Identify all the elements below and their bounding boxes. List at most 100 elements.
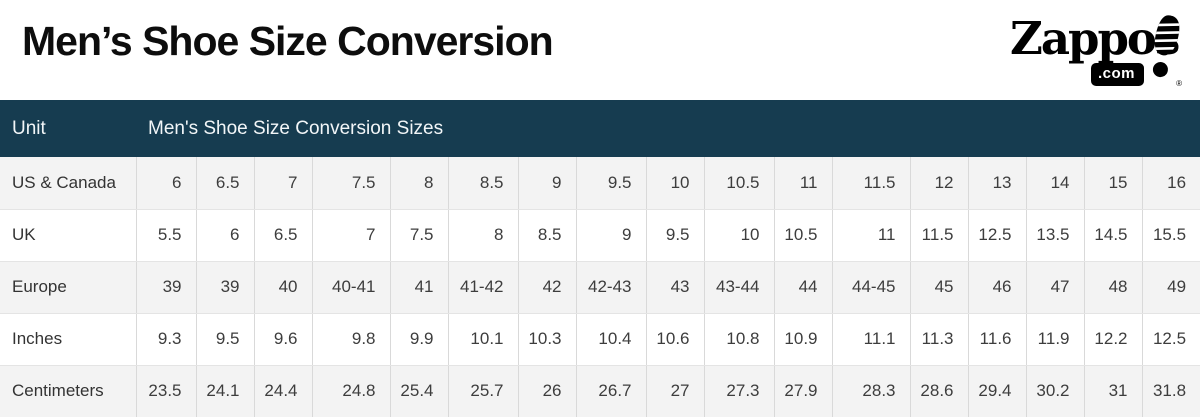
size-cell: 9.3: [136, 313, 197, 366]
page-title: Men’s Shoe Size Conversion: [22, 18, 554, 64]
row-label: Europe: [0, 261, 137, 314]
registered-trademark-symbol: ®: [1176, 79, 1182, 88]
size-cell: 47: [1026, 261, 1085, 314]
size-cell: 11.3: [910, 313, 969, 366]
size-cell: 27.3: [704, 365, 775, 417]
size-cell: 7.5: [390, 209, 449, 262]
table-header-row: Unit Men's Shoe Size Conversion Sizes: [0, 100, 1200, 157]
size-cell: 45: [910, 261, 969, 314]
size-cell: 49: [1142, 261, 1200, 314]
size-cell: 12.5: [968, 209, 1027, 262]
table-row: Centimeters 23.5 24.1 24.4 24.8 25.4 25.7 26 26.…: [0, 365, 1200, 417]
size-cell: 9.5: [196, 313, 255, 366]
size-cell: 10.5: [704, 157, 775, 210]
size-cell: 27.9: [774, 365, 833, 417]
size-cell: 7: [312, 209, 391, 262]
size-cell: 42-43: [576, 261, 647, 314]
size-cell: 11: [832, 209, 911, 262]
size-cell: 9.6: [254, 313, 313, 366]
size-cell: 10.3: [518, 313, 577, 366]
size-cell: 7: [254, 157, 313, 210]
size-cell: 12: [910, 157, 969, 210]
size-cell: 43-44: [704, 261, 775, 314]
size-cell: 28.6: [910, 365, 969, 417]
size-cell: 8.5: [518, 209, 577, 262]
size-cell: 9: [518, 157, 577, 210]
size-cell: 11.5: [832, 157, 911, 210]
size-cell: 25.7: [448, 365, 519, 417]
size-cell: 26.7: [576, 365, 647, 417]
size-cell: 15.5: [1142, 209, 1200, 262]
size-cell: 9: [576, 209, 647, 262]
size-cell: 8: [390, 157, 449, 210]
size-cell: 26: [518, 365, 577, 417]
size-cell: 24.1: [196, 365, 255, 417]
size-cell: 10.8: [704, 313, 775, 366]
size-cell: 9.9: [390, 313, 449, 366]
size-cell: 15: [1084, 157, 1143, 210]
size-cell: 31.8: [1142, 365, 1200, 417]
size-cell: 39: [196, 261, 255, 314]
size-cell: 7.5: [312, 157, 391, 210]
row-label: US & Canada: [0, 157, 137, 210]
zappos-logo: Zappos .com ®: [1010, 12, 1182, 88]
table-row: Inches 9.3 9.5 9.6 9.8 9.9 10.1 10.3 10.4 10.6 10.…: [0, 313, 1200, 366]
size-cell: 10.1: [448, 313, 519, 366]
size-cell: 30.2: [1026, 365, 1085, 417]
row-label: Inches: [0, 313, 137, 366]
size-cell: 12.2: [1084, 313, 1143, 366]
zappos-logo-text: Zappos: [1010, 12, 1180, 65]
size-cell: 8.5: [448, 157, 519, 210]
size-cell: 5.5: [136, 209, 197, 262]
size-cell: 6: [136, 157, 197, 210]
size-cell: 11: [774, 157, 833, 210]
table-row: Europe 39 39 40 40-41 41 41-42 42 42-43 43 43-44 44…: [0, 261, 1200, 314]
size-cell: 41-42: [448, 261, 519, 314]
size-cell: 12.5: [1142, 313, 1200, 366]
size-cell: 13.5: [1026, 209, 1085, 262]
shoe-print-exclamation-icon: [1152, 13, 1182, 78]
size-cell: 44: [774, 261, 833, 314]
size-cell: 24.4: [254, 365, 313, 417]
size-cell: 10.4: [576, 313, 647, 366]
size-cell: 39: [136, 261, 197, 314]
size-cell: 44-45: [832, 261, 911, 314]
size-cell: 43: [646, 261, 705, 314]
size-cell: 10.9: [774, 313, 833, 366]
size-cell: 31: [1084, 365, 1143, 417]
size-cell: 29.4: [968, 365, 1027, 417]
size-cell: 14.5: [1084, 209, 1143, 262]
size-cell: 40-41: [312, 261, 391, 314]
size-cell: 6: [196, 209, 255, 262]
shoe-size-conversion-table: Unit Men's Shoe Size Conversion Sizes US…: [0, 100, 1200, 417]
row-label: UK: [0, 209, 137, 262]
header-cell-sizes: Men's Shoe Size Conversion Sizes: [136, 100, 1200, 157]
size-cell: 28.3: [832, 365, 911, 417]
size-cell: 46: [968, 261, 1027, 314]
size-cell: 10.5: [774, 209, 833, 262]
table-body: US & Canada 6 6.5 7 7.5 8 8.5 9 9.5 10 10.5 11 11.5 1…: [0, 157, 1200, 417]
size-cell: 23.5: [136, 365, 197, 417]
size-cell: 48: [1084, 261, 1143, 314]
size-cell: 16: [1142, 157, 1200, 210]
row-label: Centimeters: [0, 365, 137, 417]
size-cell: 10: [646, 157, 705, 210]
size-cell: 11.1: [832, 313, 911, 366]
size-cell: 8: [448, 209, 519, 262]
page-header: Men’s Shoe Size Conversion Zappos .com: [0, 0, 1200, 100]
size-cell: 27: [646, 365, 705, 417]
size-cell: 9.5: [576, 157, 647, 210]
zappos-dotcom-badge: .com: [1090, 63, 1144, 86]
size-cell: 41: [390, 261, 449, 314]
size-cell: 40: [254, 261, 313, 314]
table-row: US & Canada 6 6.5 7 7.5 8 8.5 9 9.5 10 10.5 11 11.5 1…: [0, 157, 1200, 210]
size-cell: 24.8: [312, 365, 391, 417]
table-row: UK 5.5 6 6.5 7 7.5 8 8.5 9 9.5 10 10.5 11 11.5 12.5 13.…: [0, 209, 1200, 262]
header-cell-unit: Unit: [0, 100, 136, 157]
size-cell: 42: [518, 261, 577, 314]
size-cell: 14: [1026, 157, 1085, 210]
size-cell: 11.5: [910, 209, 969, 262]
size-cell: 25.4: [390, 365, 449, 417]
size-cell: 6.5: [196, 157, 255, 210]
size-cell: 9.8: [312, 313, 391, 366]
